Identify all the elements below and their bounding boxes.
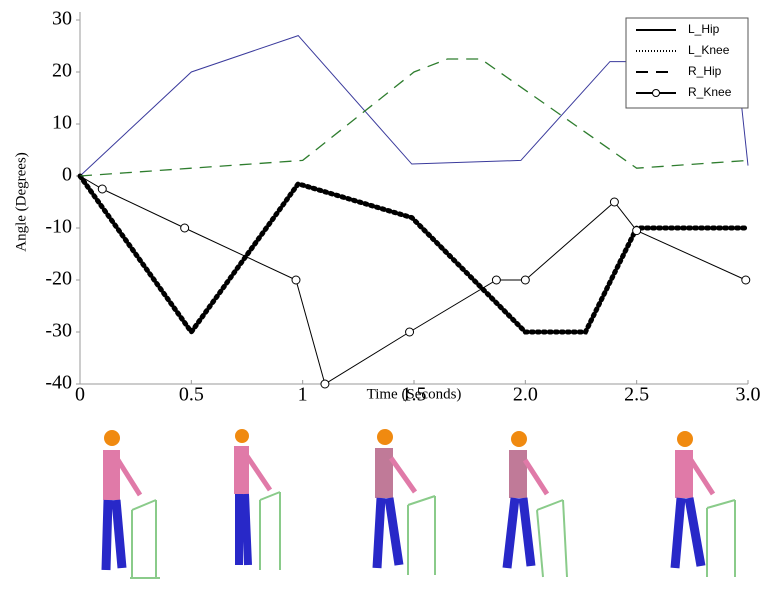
point-marker [406,328,414,336]
x-tick-label: 3.0 [736,384,761,406]
legend-label: L_Knee [688,43,730,57]
y-tick-label: -20 [45,268,72,290]
legend-label: L_Hip [688,22,720,36]
y-tick-label: -30 [45,320,72,342]
point-marker [98,185,106,193]
y-tick-label: -10 [45,216,72,238]
y-tick-label: 30 [52,8,72,30]
point-marker [492,276,500,284]
y-tick-label: 0 [62,164,72,186]
y-tick-label: 20 [52,60,72,82]
legend-label: R_Knee [688,85,732,99]
y-tick-label: 10 [52,112,72,134]
point-marker [742,276,750,284]
x-tick-label: 1 [298,384,308,406]
y-axis-label: Angle (Degrees) [13,152,29,252]
legend: L_Hip L_Knee R_Hip R_Knee [626,18,748,108]
point-marker [610,198,618,206]
y-tick-label: -40 [45,372,72,394]
chart: Time (Seconds) Angle (Degrees) [0,0,766,588]
legend-marker [653,90,660,97]
point-marker [321,380,329,388]
x-tick-label: 0 [75,384,85,406]
series-line [80,176,746,384]
x-tick-label: 1.5 [402,384,427,406]
x-tick-label: 0.5 [179,384,204,406]
point-marker [633,227,641,235]
legend-label: R_Hip [688,64,722,78]
point-marker [181,224,189,232]
x-tick-label: 2.5 [624,384,649,406]
walker-figures [103,429,735,578]
x-tick-label: 2.0 [513,384,538,406]
series-line [80,176,748,332]
point-marker [292,276,300,284]
point-marker [521,276,529,284]
